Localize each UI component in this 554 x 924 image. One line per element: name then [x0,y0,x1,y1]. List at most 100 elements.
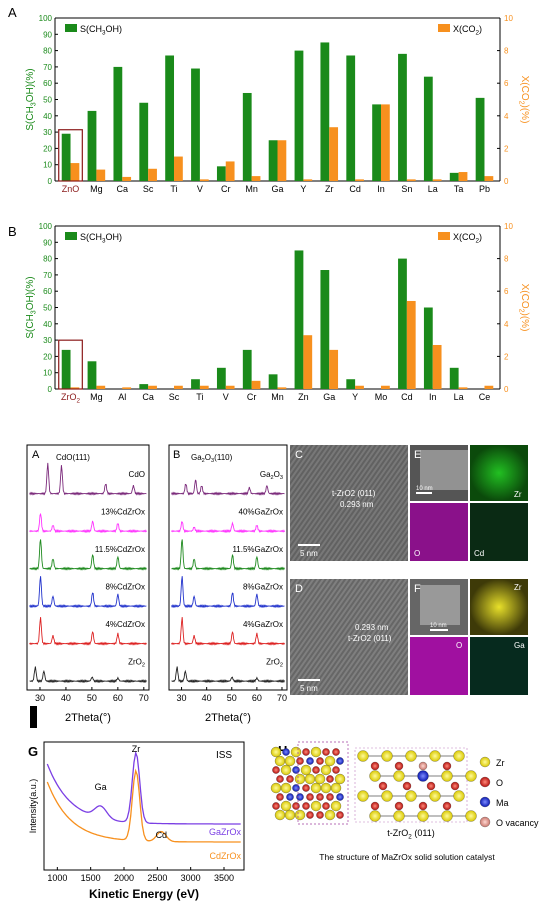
bar-selectivity [398,258,407,389]
legend-atom-label: O [496,778,503,788]
legend-swatch-selectivity [65,232,77,240]
x-category-label: Sc [169,392,180,402]
atom [310,782,322,794]
bar-selectivity [216,166,226,181]
x-category-label: Mo [375,392,388,402]
x-category-label: Ga [271,184,283,194]
xrd-chart-ga: B 30 40 50 60 70 2Theta(°) Ga2​O3​ 40%GaZrOx 11.… [168,444,288,724]
bar-selectivity [475,97,485,181]
eds-f-letter: F [414,583,421,595]
iss-x-tick-label: 2500 [147,873,167,883]
atom [370,761,380,771]
panel-letter-a: A [8,5,17,20]
atom [310,746,322,758]
iss-y-axis-title: Intensity(a.u.) [28,779,38,834]
xrd-series-label: 4%GaZrOx [243,620,283,629]
iss-peak-ga: Ga [95,782,107,792]
bar-conversion [303,335,313,389]
atom [282,748,290,756]
bar-selectivity [449,367,459,389]
atom [284,809,296,821]
legend-swatch-conversion [438,24,450,32]
y-right-tick-label: 4 [504,112,509,121]
tem-d-scale: 5 nm [300,684,318,693]
atom [369,810,381,822]
eds-e-cd-label: Cd [474,549,484,558]
bar-conversion [380,104,390,181]
bar-selectivity [191,379,200,389]
atom [405,750,417,762]
bar-conversion [174,385,183,389]
y-left-axis-title: S(CH3​OH)(%) [25,68,38,130]
atom [370,801,380,811]
y-right-axis-title: X(CO2​)(%) [518,76,531,124]
atom [441,770,453,782]
x-category-label: Al [118,392,126,402]
y-left-tick-label: 60 [43,79,52,88]
bar-conversion [406,179,416,181]
eds-map-e: E 10 nm Zr O Cd [410,445,528,561]
legend-atom-swatch [479,796,491,808]
atom [322,802,330,810]
y-left-tick-label: 10 [43,161,52,170]
bar-selectivity [320,42,330,182]
x-category-label: Mg [90,184,103,194]
y-left-tick-label: 60 [43,287,52,296]
y-right-tick-label: 0 [504,385,509,394]
bar-conversion [484,385,494,389]
bar-selectivity [191,68,200,181]
tem-c-dspacing: 0.293 nm [340,500,374,509]
x-category-label: V [223,392,229,402]
xrd-series-label: 8%GaZrOx [243,582,283,591]
y-left-tick-label: 0 [48,385,53,394]
bar-conversion [174,156,183,181]
bar-selectivity [346,379,356,389]
tem-image-d: D 0.293 nm t-ZrO2 (011) 5 nm [290,579,408,695]
atom [300,764,312,776]
atom [453,750,465,762]
x-tick-label: 50 [87,693,97,703]
atom [290,746,302,758]
atom [306,793,314,801]
x-tick-label: 30 [177,693,187,703]
bar-conversion [303,179,313,181]
bar-selectivity [423,307,433,389]
bar-conversion [225,161,235,181]
xrd-trace [171,617,285,646]
legend-label-selectivity: S(CH3​OH) [80,232,122,244]
eds-e-letter: E [414,449,421,461]
iss-x-tick-label: 3000 [181,873,201,883]
y-left-tick-label: 50 [43,96,52,105]
xrd-trace [171,521,285,534]
legend-atom-label: O vacancy [496,818,539,828]
atom [429,790,441,802]
bar-conversion [96,169,106,181]
y-left-tick-label: 90 [43,238,52,247]
atom [306,757,314,765]
xrd-series-label: 40%GaZrOx [239,507,283,516]
atom [426,781,436,791]
iss-x-tick-label: 1500 [81,873,101,883]
iss-trace-cd [46,768,241,843]
atom [280,800,292,812]
atom [393,770,405,782]
bar-selectivity [320,270,330,389]
atom [336,811,344,819]
structure-plane-label: t-ZrO2​ (011) [387,828,434,840]
atom [292,802,300,810]
bar-conversion [199,385,209,389]
tem-d-plane: t-ZrO2 (011) [348,634,392,643]
atom [304,773,316,785]
xrd-series-label: 13%CdZrOx [101,507,145,516]
x-tick-label: 50 [227,693,237,703]
atom [276,775,284,783]
xrd-trace [29,576,147,609]
eds-e-scale: 10 nm [416,486,433,492]
atom [332,748,340,756]
atom [272,766,280,774]
y-left-tick-label: 70 [43,271,52,280]
iss-peak-zr: Zr [132,744,141,754]
x-category-label: Y [300,184,306,194]
iss-x-tick-label: 3500 [214,873,234,883]
legend-swatch-conversion [438,232,450,240]
